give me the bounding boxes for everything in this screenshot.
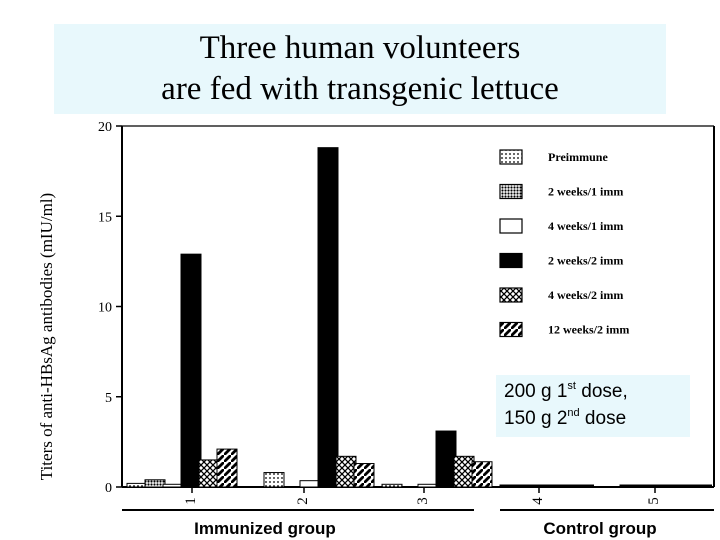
- bar: [453, 455, 475, 488]
- y-tick-label: 10: [98, 301, 112, 316]
- bar: [435, 430, 457, 488]
- bar: [162, 483, 184, 488]
- x-tick-label: 1: [183, 497, 199, 505]
- y-axis-label: Titers of anti-HBsAg antibodies (mIU/ml): [37, 193, 56, 480]
- legend-swatch: [499, 183, 523, 200]
- y-tick-label: 5: [105, 391, 112, 406]
- x-tick-label: 4: [530, 497, 546, 505]
- bar: [335, 455, 357, 488]
- bars: [126, 147, 712, 488]
- y-tick-label: 20: [98, 120, 112, 135]
- legend: Preimmune 2 weeks/1 imm 4 weeks/1 imm 2 wee…: [499, 149, 629, 338]
- dose-note-line-1: 200 g 1st dose,: [504, 380, 628, 403]
- x-tick-label: 3: [415, 497, 431, 505]
- legend-label: Preimmune: [548, 150, 608, 164]
- legend-swatch: [499, 321, 523, 338]
- bar: [198, 459, 220, 488]
- bar: [299, 480, 321, 488]
- bar: [263, 472, 285, 488]
- title-line-1: Three human volunteers: [199, 30, 521, 66]
- legend-label: 2 weeks/1 imm: [548, 185, 623, 199]
- bar: [381, 483, 403, 488]
- group-label: Control group: [543, 519, 656, 538]
- title-line-2: are fed with transgenic lettuce: [161, 71, 559, 107]
- group-label: Immunized group: [194, 519, 336, 538]
- legend-swatch: [499, 287, 523, 303]
- bar: [353, 463, 375, 488]
- group-labels: Immunized group Control group: [122, 509, 714, 538]
- bar: [126, 482, 148, 488]
- x-tick-label: 2: [295, 497, 311, 505]
- title-box: Three human volunteers are fed with tran…: [54, 24, 666, 114]
- bar: [180, 253, 202, 488]
- bar: [417, 483, 439, 488]
- bar: [317, 147, 339, 488]
- legend-label: 4 weeks/2 imm: [548, 288, 623, 302]
- legend-swatch: [499, 252, 523, 269]
- legend-label: 4 weeks/1 imm: [548, 219, 623, 233]
- legend-label: 2 weeks/2 imm: [548, 254, 623, 268]
- bar: [144, 479, 166, 488]
- y-tick-label: 15: [98, 210, 112, 225]
- legend-label: 12 weeks/2 imm: [548, 323, 629, 337]
- dose-note-line-2: 150 g 2nd dose: [504, 407, 627, 430]
- bar: [471, 461, 493, 488]
- legend-swatch: [499, 149, 523, 165]
- x-tick-label: 5: [646, 497, 662, 505]
- y-tick-label: 0: [105, 481, 112, 496]
- dose-note: 200 g 1st dose, 150 g 2nd dose: [496, 375, 690, 437]
- bar: [216, 448, 238, 488]
- legend-swatch: [499, 218, 523, 234]
